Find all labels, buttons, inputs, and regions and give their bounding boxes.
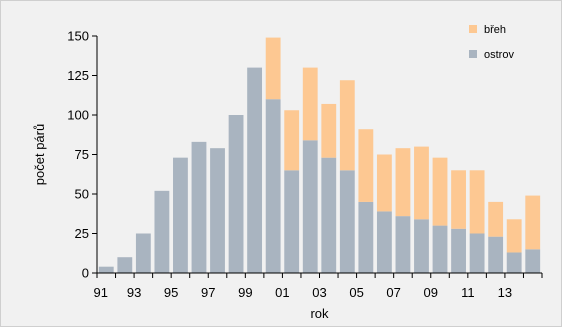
- bar-ostrov-2003: [321, 157, 337, 273]
- bar-ostrov-2008: [414, 219, 429, 273]
- x-tick-label: 13: [498, 285, 512, 300]
- bar-ostrov-2014: [525, 249, 541, 273]
- y-axis-title: počet párů: [32, 124, 47, 185]
- y-tick-label: 25: [75, 226, 89, 241]
- bars-group: [98, 37, 541, 273]
- bar-ostrov-1996: [191, 141, 207, 273]
- y-tick-label: 50: [75, 187, 89, 202]
- x-tick-label: 91: [93, 285, 107, 300]
- bar-ostrov-2011: [469, 233, 485, 273]
- bar-ostrov-1993: [135, 233, 151, 273]
- x-axis-title: rok: [310, 306, 329, 321]
- x-tick-label: 93: [127, 285, 141, 300]
- bar-ostrov-1995: [173, 157, 188, 273]
- bar-ostrov-1994: [154, 190, 170, 273]
- y-axis: 0 25 50 75 100 125 150: [67, 29, 98, 281]
- bar-ostrov-2007: [395, 216, 411, 273]
- bar-ostrov-2004: [339, 170, 355, 273]
- x-tick-label: 07: [386, 285, 400, 300]
- x-tick-label: 03: [312, 285, 326, 300]
- bar-břeh-2014: [525, 195, 541, 250]
- y-tick-label: 125: [67, 68, 89, 83]
- bar-břeh-2001: [284, 110, 300, 171]
- bar-břeh-2013: [506, 219, 522, 253]
- bar-břeh-2003: [321, 103, 337, 158]
- legend-swatch-břeh: [469, 25, 477, 33]
- legend: břeh ostrov: [469, 24, 514, 61]
- bar-břeh-2000: [265, 37, 281, 100]
- bar-břeh-2010: [451, 170, 466, 229]
- legend-swatch-ostrov: [469, 50, 477, 58]
- bar-ostrov-2012: [488, 236, 504, 273]
- bar-břeh-2011: [469, 170, 485, 234]
- x-axis: 91 93 95 97 99 01 03 05 07 09 11 13: [93, 272, 543, 300]
- bar-ostrov-2013: [506, 252, 522, 273]
- y-tick-label: 150: [67, 29, 89, 44]
- bar-ostrov-1997: [210, 148, 225, 273]
- bar-břeh-2004: [339, 80, 355, 171]
- bar-břeh-2005: [358, 129, 374, 202]
- bar-břeh-2009: [432, 157, 448, 226]
- bar-břeh-2006: [376, 154, 392, 212]
- bar-ostrov-2001: [284, 170, 300, 273]
- bar-ostrov-2009: [432, 225, 448, 273]
- bar-ostrov-2010: [451, 228, 466, 273]
- y-tick-label: 75: [75, 147, 89, 162]
- bar-břeh-2007: [395, 148, 411, 217]
- x-tick-label: 11: [461, 285, 475, 300]
- x-tick-label: 99: [238, 285, 252, 300]
- bar-ostrov-2005: [358, 201, 374, 273]
- bar-ostrov-1999: [247, 67, 263, 273]
- x-tick-label: 97: [201, 285, 215, 300]
- x-tick-label: 95: [164, 285, 178, 300]
- x-tick-label: 09: [424, 285, 438, 300]
- x-tick-label: 05: [349, 285, 363, 300]
- bar-ostrov-2002: [302, 140, 318, 273]
- x-tick-label: 01: [275, 285, 289, 300]
- bar-ostrov-2006: [376, 211, 392, 273]
- legend-label-břeh: břeh: [484, 24, 506, 36]
- bar-ostrov-2000: [265, 99, 281, 273]
- bar-břeh-2012: [488, 201, 504, 237]
- y-tick-label: 0: [82, 266, 89, 281]
- legend-label-ostrov: ostrov: [484, 49, 514, 61]
- bar-ostrov-1998: [228, 115, 244, 273]
- y-tick-label: 100: [67, 108, 89, 123]
- bar-ostrov-1991: [98, 266, 114, 273]
- bar-ostrov-1992: [117, 257, 133, 273]
- bar-břeh-2002: [302, 67, 318, 141]
- bar-břeh-2008: [414, 146, 429, 220]
